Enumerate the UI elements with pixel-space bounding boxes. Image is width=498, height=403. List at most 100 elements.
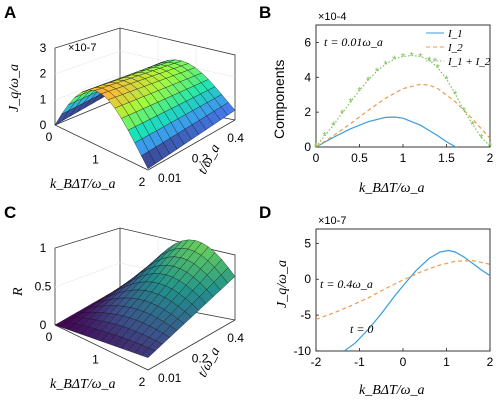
panel-c-z-label: R: [11, 287, 26, 297]
series-marker: *: [340, 108, 345, 120]
series-marker: *: [453, 89, 458, 101]
legend-label-i2: I_2: [447, 42, 463, 54]
z-tick-label: 2: [40, 67, 47, 81]
panel-b-ticks: 0 0.5 1 1.5 2 0 2 4 6: [304, 35, 493, 165]
panel-b-lines: ********* * * * * ********: [314, 51, 493, 155]
x-tick-label: 2: [487, 151, 494, 165]
panel-d-annotation-t04: t = 0.4ω_a: [320, 277, 373, 291]
surface-patch: [141, 347, 156, 358]
z-tick-label: 1: [40, 92, 47, 106]
panel-a: A 0 1 2 3 0 1 2 0.01 0.2 0.4 ×10-7 J_q/ω_a k_BΔT/…: [4, 3, 244, 192]
panel-b-x-label: k_BΔT/ω_a: [359, 181, 425, 196]
panel-b-legend: I_1 I_2 * I_1 + I_2: [426, 28, 491, 68]
series-marker: *: [427, 55, 432, 67]
y-tick-label: -10: [294, 344, 312, 358]
x-tick-label: 1.5: [438, 151, 455, 165]
panel-c-surface: [54, 239, 236, 358]
x-tick-label: 2: [139, 175, 146, 189]
x-tick-label: 0: [46, 330, 53, 344]
series-marker: *: [410, 51, 415, 63]
x-tick-label: 1: [92, 153, 99, 167]
series-line-1: [316, 259, 490, 320]
panel-a-exponent: ×10-7: [68, 42, 96, 54]
x-tick-label: 0: [313, 151, 320, 165]
series-marker: *: [401, 51, 406, 63]
panel-d-y-label: J_q/ω_a: [275, 260, 290, 308]
panel-a-surface: [54, 59, 236, 169]
panel-c-x-label: k_BΔT/ω_a: [50, 377, 116, 392]
y-tick-label: 0.2: [192, 152, 209, 166]
series-marker: *: [323, 131, 328, 143]
series-marker: *: [331, 120, 336, 132]
series-marker: *: [470, 119, 475, 131]
y-tick-label: 2: [304, 105, 311, 119]
y-tick-label: 0.4: [227, 131, 244, 145]
x-tick-label: -2: [311, 355, 322, 369]
series-line-2: [316, 54, 490, 147]
z-tick-label: 0.5: [35, 280, 52, 294]
panel-b-annotation: t = 0.01ω_a: [324, 35, 383, 49]
panel-d-annotation-t0: t = 0: [350, 322, 373, 336]
panel-a-x-label: k_BΔT/ω_a: [50, 177, 116, 192]
x-tick-label: 2: [487, 355, 494, 369]
series-marker: *: [392, 54, 397, 66]
z-tick-label: 1: [40, 241, 47, 255]
y-tick-label: 5: [304, 236, 311, 250]
z-tick-label: 0: [40, 118, 47, 132]
series-marker: *: [357, 85, 362, 97]
panel-d-lines: [316, 249, 490, 351]
legend-label-sum: I_1 + I_2: [447, 56, 491, 68]
x-tick-label: 0.5: [351, 151, 368, 165]
panel-c-ticks: 0 0.5 1 0 1 2 0.01 0.2 0.4: [35, 241, 245, 389]
panel-a-ticks: 0 1 2 3 0 1 2 0.01 0.2 0.4: [40, 41, 245, 189]
panel-d-ticks: -2 -1 0 1 2-10-505: [294, 236, 494, 369]
y-tick-label: 0.01: [158, 171, 182, 185]
series-marker: *: [436, 63, 441, 75]
x-tick-label: 0: [400, 355, 407, 369]
series-marker: *: [418, 51, 423, 63]
panel-d: D -2 -1 0 1 2-10-505 ×10-7 t = 0.4ω_a t = 0 …: [259, 203, 494, 398]
series-marker: *: [479, 132, 484, 144]
panel-b-exponent: ×10-4: [318, 11, 346, 23]
panel-d-letter: D: [259, 203, 271, 222]
panel-b-axes: [315, 24, 491, 148]
x-tick-label: 2: [139, 375, 146, 389]
x-tick-label: 1: [443, 355, 450, 369]
panel-b-y-label: Components: [271, 60, 287, 139]
x-tick-label: -1: [354, 355, 365, 369]
y-tick-label: 0.2: [192, 352, 209, 366]
series-marker: *: [366, 75, 371, 87]
y-tick-label: 4: [304, 70, 311, 84]
series-marker: *: [375, 66, 380, 78]
panel-d-exponent: ×10-7: [318, 215, 346, 227]
series-marker: *: [314, 142, 319, 154]
y-tick-label: 0: [304, 140, 311, 154]
y-tick-label: 0.4: [227, 331, 244, 345]
series-line-0: [343, 249, 490, 351]
x-tick-label: 1: [400, 151, 407, 165]
series-marker: *: [383, 59, 388, 71]
series-marker: *: [444, 74, 449, 86]
panel-d-axes: [315, 228, 491, 352]
panel-a-z-label: J_q/ω_a: [7, 64, 22, 112]
series-line-1: [316, 83, 490, 147]
series-marker: *: [349, 97, 354, 109]
y-tick-label: 6: [304, 35, 311, 49]
legend-label-i1: I_1: [447, 28, 463, 40]
series-line-0: [316, 116, 458, 147]
surface-patch: [141, 151, 156, 169]
y-tick-label: 0.01: [158, 371, 182, 385]
x-tick-label: 1: [92, 353, 99, 367]
legend-star-sum: *: [433, 56, 438, 68]
y-tick-label: -5: [300, 308, 311, 322]
panel-b-letter: B: [259, 3, 271, 22]
panel-a-letter: A: [4, 3, 16, 22]
series-marker: *: [462, 105, 467, 117]
x-tick-label: 0: [46, 130, 53, 144]
panel-d-x-label: k_BΔT/ω_a: [359, 383, 425, 398]
y-tick-label: 0: [304, 272, 311, 286]
z-tick-label: 0: [40, 318, 47, 332]
